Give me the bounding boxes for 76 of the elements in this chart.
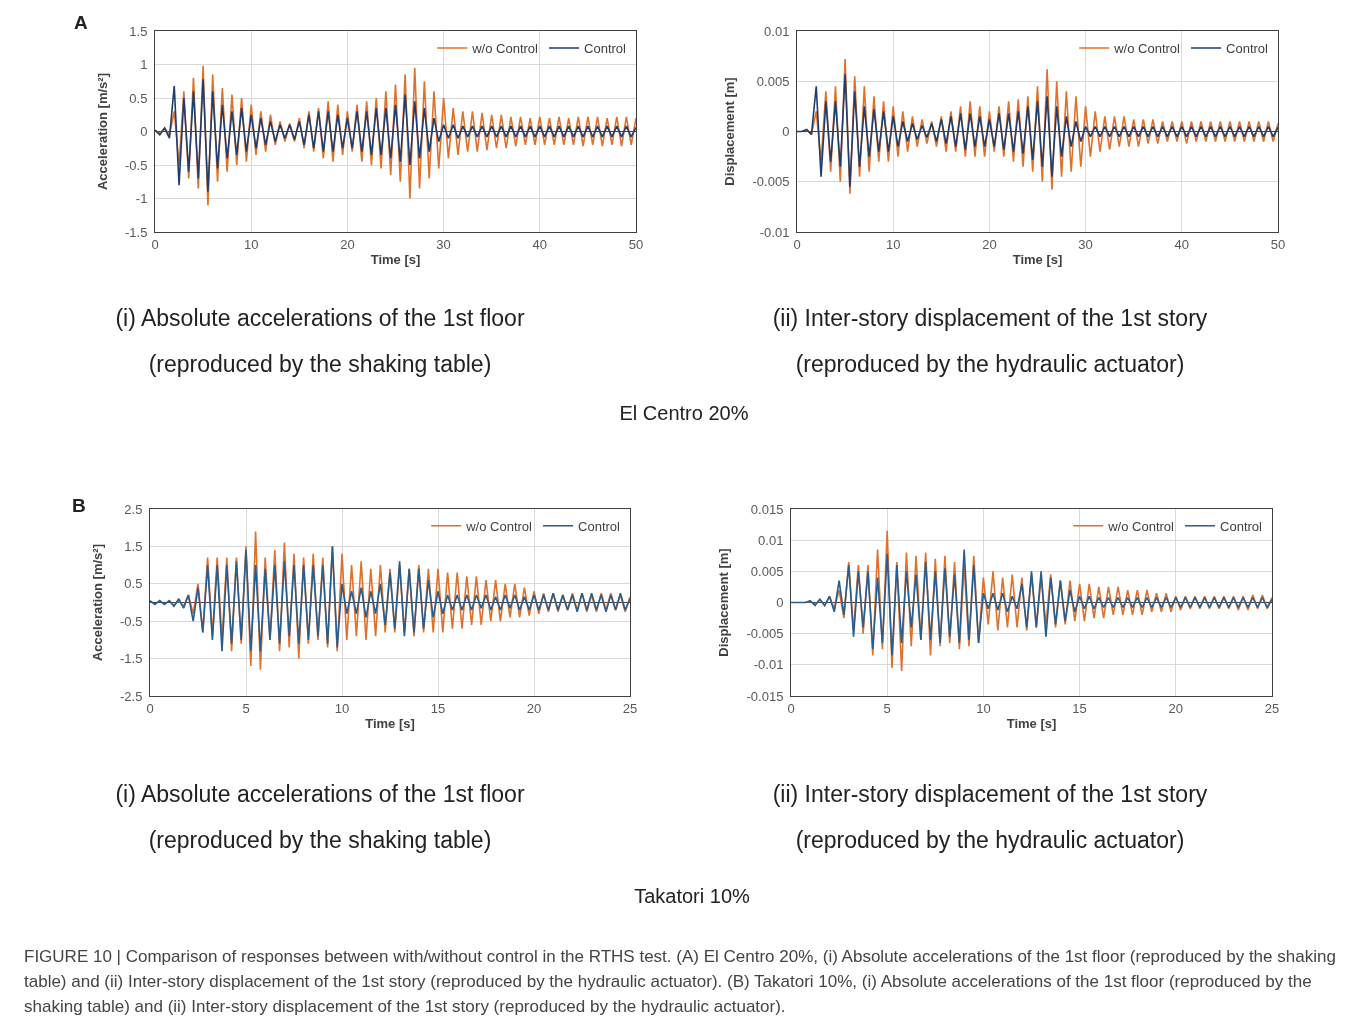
x-tick-label: 5	[883, 700, 891, 716]
text: (i) Absolute accelerations of the 1st floor (reproduced by the shaking table)	[114, 780, 526, 855]
text: A	[74, 12, 88, 34]
caption: FIGURE 10 | Comparison of responses between with/without control in the RTHS test. (A) El Centro 20%, (i) Absolute accelerations of the 1st floor (reproduced by the shaking table) and (ii) Inter-story displacement of the 1st story (reproduced by the hydraulic actuator). (B) Takatori 10%, (i) Absolute accelerations of the 1st floor (reproduced by the shaking table) and (ii) Inter-story displacement of the 1st story (reproduced by the hydraulic actuator).	[24, 946, 1336, 1018]
x-tick-label: 20	[340, 236, 355, 252]
x-tick-label: 20	[526, 700, 542, 716]
legend-label: w/o Control	[1107, 518, 1175, 534]
text: Takatori 10%	[634, 885, 750, 908]
x-tick-label: 15	[1072, 700, 1087, 716]
text: El Centro 20%	[619, 402, 749, 425]
x-tick-label: 5	[242, 700, 250, 716]
y-tick-label: -0.005	[746, 626, 784, 642]
y-tick-label: 0	[140, 124, 148, 140]
legend-label: w/o Control	[1113, 41, 1181, 57]
x-tick-label: 10	[334, 700, 350, 716]
x-tick-label: 50	[628, 236, 644, 252]
y-tick-label: 0.5	[124, 576, 143, 592]
y-tick-label: 0.5	[129, 90, 148, 106]
line-series	[791, 548, 1272, 657]
x-axis-title: Time [s]	[1012, 252, 1063, 268]
y-tick-label: 0.015	[750, 501, 784, 517]
y-tick-label: 0.005	[750, 563, 784, 579]
y-tick-label: -1	[135, 191, 148, 207]
legend-label: Control	[584, 41, 627, 57]
legend-label: Control	[1220, 518, 1263, 534]
y-axis-title: Displacement [m]	[716, 548, 732, 657]
y-tick-label: 0	[782, 124, 790, 140]
legend-label: w/o Control	[465, 518, 533, 534]
y-tick-label: -0.5	[119, 613, 143, 629]
y-axis-title: Acceleration [m/s²]	[94, 72, 110, 191]
x-axis-title: Time [s]	[365, 716, 415, 732]
legend-label: Control	[578, 518, 621, 534]
x-tick-label: 15	[430, 700, 446, 716]
y-tick-label: 1.5	[124, 538, 143, 554]
x-axis-title: Time [s]	[1006, 716, 1057, 732]
x-tick-label: 0	[151, 236, 159, 252]
x-tick-label: 25	[1264, 700, 1280, 716]
x-tick-label: 25	[622, 700, 638, 716]
y-tick-label: -0.005	[752, 174, 790, 190]
y-tick-label: -0.5	[124, 157, 148, 173]
x-tick-label: 40	[532, 236, 548, 252]
legend-label: Control	[1226, 41, 1269, 57]
y-tick-label: 2.5	[124, 501, 143, 517]
x-tick-label: 0	[793, 236, 801, 252]
text: (ii) Inter-story displacement of the 1st story (reproduced by the hydraulic actuator)	[771, 304, 1209, 379]
y-tick-label: 0.01	[758, 532, 784, 548]
text: (i) Absolute accelerations of the 1st floor (reproduced by the shaking table)	[114, 304, 526, 379]
text: (ii) Inter-story displacement of the 1st story (reproduced by the hydraulic actuator)	[771, 780, 1209, 855]
y-tick-label: 0.01	[764, 23, 790, 39]
y-tick-label: -0.01	[759, 224, 790, 240]
x-tick-label: 10	[976, 700, 991, 716]
line-series	[155, 78, 636, 193]
y-axis-title: Acceleration [m/s²]	[89, 543, 105, 662]
x-tick-label: 30	[436, 236, 451, 252]
legend-label: w/o Control	[471, 41, 539, 57]
x-tick-label: 20	[982, 236, 997, 252]
x-tick-label: 50	[1270, 236, 1286, 252]
y-axis-title: Displacement [m]	[722, 77, 738, 186]
y-tick-label: 1	[140, 57, 148, 73]
x-tick-label: 30	[1078, 236, 1093, 252]
x-tick-label: 40	[1174, 236, 1190, 252]
x-tick-label: 10	[243, 236, 259, 252]
y-tick-label: -1.5	[119, 651, 143, 667]
line-series	[797, 73, 1278, 188]
y-tick-label: -1.5	[124, 224, 148, 240]
line-series	[150, 545, 630, 652]
y-tick-label: -2.5	[119, 688, 143, 704]
y-tick-label: 1.5	[129, 23, 148, 39]
x-tick-label: 10	[885, 236, 901, 252]
y-tick-label: 0.005	[756, 73, 790, 89]
x-tick-label: 20	[1168, 700, 1184, 716]
y-tick-label: -0.01	[753, 657, 784, 673]
y-tick-label: 0	[776, 595, 784, 611]
x-axis-title: Time [s]	[370, 252, 421, 268]
text: B	[72, 495, 86, 517]
y-tick-label: -0.015	[746, 688, 784, 704]
